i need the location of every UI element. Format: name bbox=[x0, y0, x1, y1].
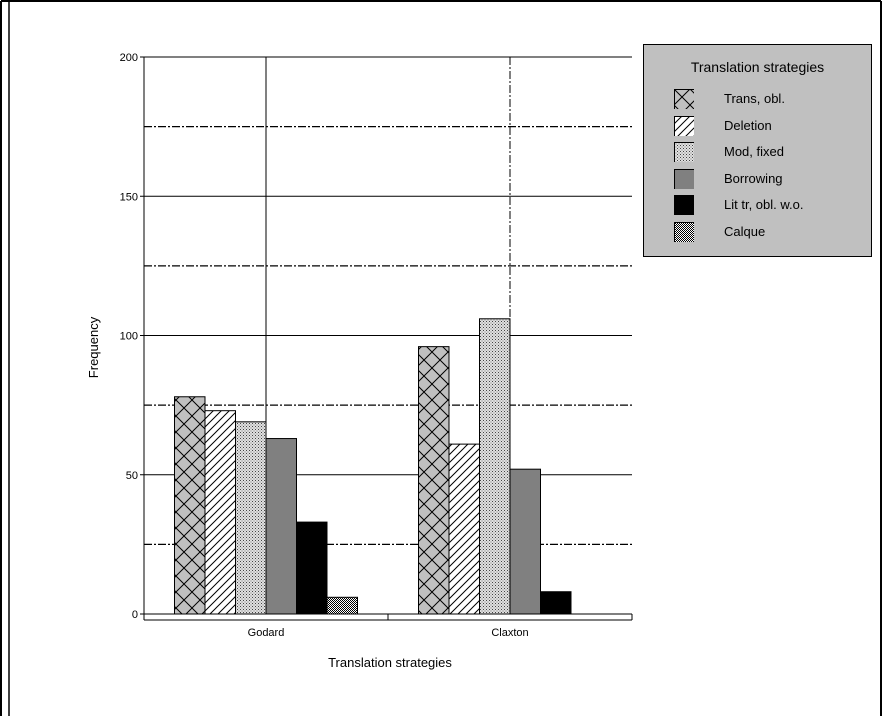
axes: 0 50 100 150 200 Godard Claxton bbox=[120, 52, 633, 639]
legend-swatch bbox=[674, 221, 694, 242]
x-tick-label: Godard bbox=[248, 627, 285, 639]
legend-item: Lit tr, obl. w.o. bbox=[674, 195, 864, 217]
bar-claxton-deletion bbox=[448, 443, 480, 615]
y-tick-label: 200 bbox=[120, 52, 138, 64]
bar-godard-deletion bbox=[204, 410, 236, 615]
legend-item: Trans, obl. bbox=[674, 89, 864, 111]
legend-label: Borrowing bbox=[724, 170, 783, 186]
bar-godard-lit-tr-obl-w-o bbox=[296, 521, 328, 615]
legend-label: Calque bbox=[724, 223, 766, 239]
bar-claxton-trans-obl bbox=[418, 346, 450, 615]
bar-claxton-lit-tr-obl-w-o bbox=[540, 591, 572, 615]
y-tick-label: 100 bbox=[120, 331, 138, 343]
bar-godard-borrowing bbox=[265, 438, 297, 615]
legend-swatch bbox=[674, 142, 694, 162]
y-tick-label: 50 bbox=[126, 470, 138, 482]
bar-godard-calque bbox=[326, 596, 358, 615]
y-axis-title: Frequency bbox=[86, 316, 101, 378]
legend-label: Trans, obl. bbox=[724, 91, 785, 106]
y-tick-label: 150 bbox=[120, 191, 138, 203]
legend-swatch bbox=[674, 89, 694, 109]
legend-item: Calque bbox=[674, 221, 864, 244]
x-tick-label: Claxton bbox=[491, 627, 528, 639]
legend-label: Lit tr, obl. w.o. bbox=[724, 197, 804, 212]
legend-label: Mod, fixed bbox=[724, 144, 784, 159]
legend-label: Deletion bbox=[724, 117, 772, 133]
bar-godard-mod-fixed bbox=[235, 421, 267, 615]
x-axis-title: Translation strategies bbox=[328, 655, 452, 670]
legend-title: Translation strategies bbox=[690, 59, 825, 75]
legend-swatch bbox=[674, 115, 694, 136]
bar-claxton-mod-fixed bbox=[479, 318, 511, 615]
bar-claxton-borrowing bbox=[509, 468, 541, 615]
legend-swatch bbox=[674, 195, 694, 215]
bars-group bbox=[174, 318, 572, 615]
legend-item: Borrowing bbox=[674, 168, 864, 191]
legend-item: Mod, fixed bbox=[674, 142, 864, 164]
legend-swatch bbox=[674, 168, 694, 189]
y-tick-label: 0 bbox=[132, 609, 138, 621]
bar-godard-trans-obl bbox=[174, 396, 206, 615]
legend: Translation strategies Trans, obl. Deleti… bbox=[643, 44, 872, 257]
legend-item: Deletion bbox=[674, 115, 864, 138]
